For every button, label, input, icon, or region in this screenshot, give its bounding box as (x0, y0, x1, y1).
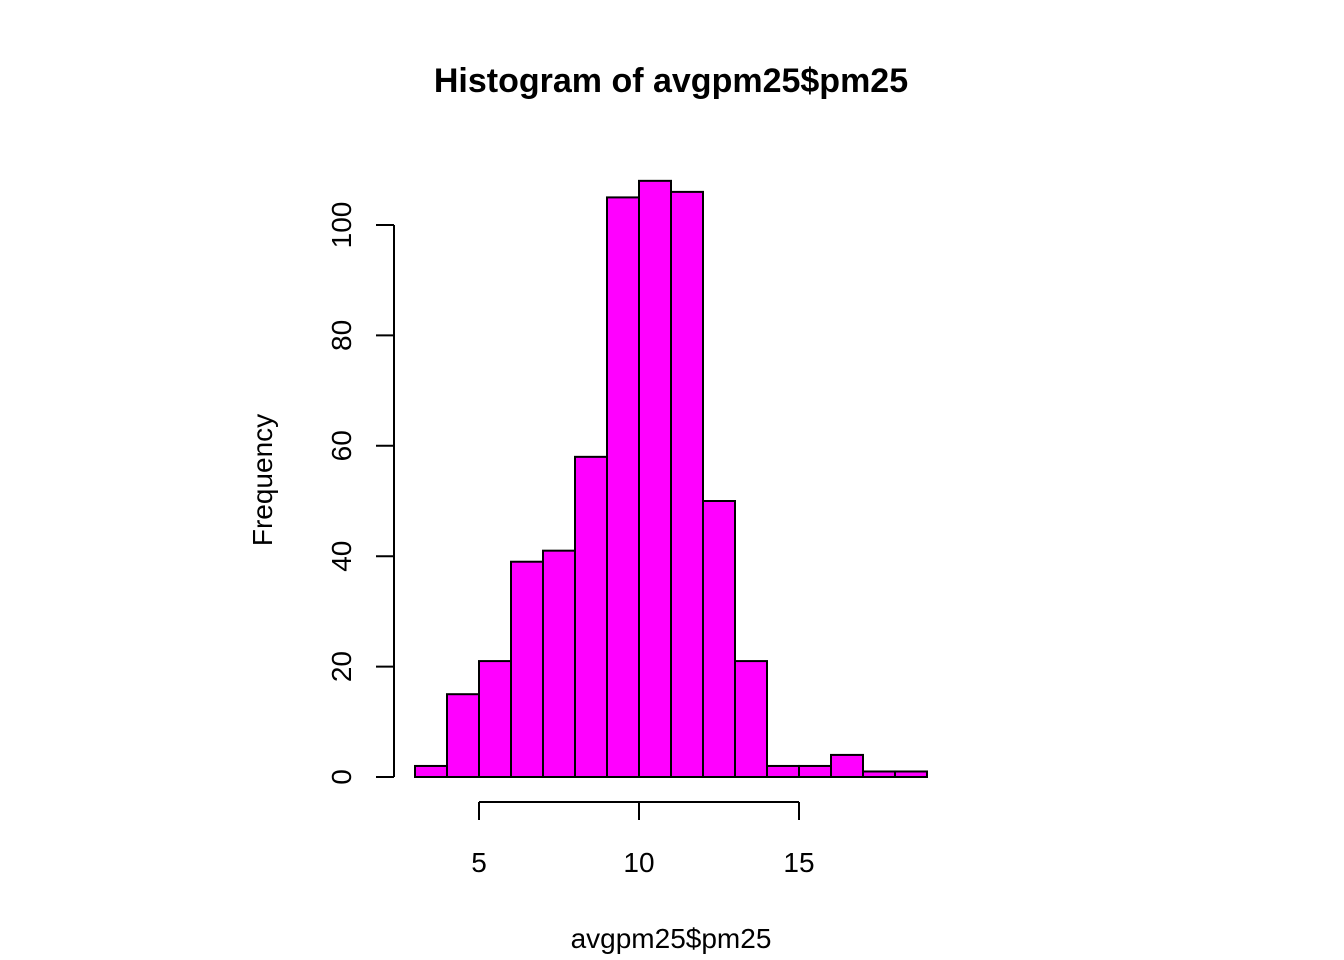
histogram-bar (574, 455, 608, 778)
histogram-bar (670, 190, 704, 778)
histogram-bar (542, 549, 576, 778)
histogram-bar (414, 764, 448, 779)
y-tick-label: 20 (326, 651, 357, 682)
histogram-bar (798, 764, 832, 779)
x-axis-label: avgpm25$pm25 (571, 923, 772, 954)
x-tick-label: 10 (623, 847, 654, 878)
x-axis: 5 10 15 (471, 801, 815, 878)
y-axis-label: Frequency (247, 414, 278, 546)
y-axis: 0 20 40 60 80 100 (326, 202, 395, 785)
y-tick-label: 60 (326, 430, 357, 461)
histogram-bar (606, 196, 640, 778)
histogram-bar (894, 770, 928, 778)
x-tick-label: 5 (471, 847, 487, 878)
histogram-bar (734, 660, 768, 779)
bars-group (414, 179, 928, 779)
histogram-bar (830, 753, 864, 778)
histogram-bar (638, 179, 672, 778)
histogram-bar (702, 500, 736, 778)
histogram-bar (446, 693, 480, 779)
histogram-bar (510, 560, 544, 778)
y-tick-label: 80 (326, 320, 357, 351)
chart-title: Histogram of avgpm25$pm25 (434, 62, 908, 100)
histogram-bar (766, 764, 800, 779)
histogram-bar (862, 770, 896, 778)
histogram-bar (478, 660, 512, 779)
y-tick-label: 0 (326, 769, 357, 785)
y-tick-label: 100 (326, 202, 357, 249)
y-tick-label: 40 (326, 541, 357, 572)
x-tick-label: 15 (783, 847, 814, 878)
